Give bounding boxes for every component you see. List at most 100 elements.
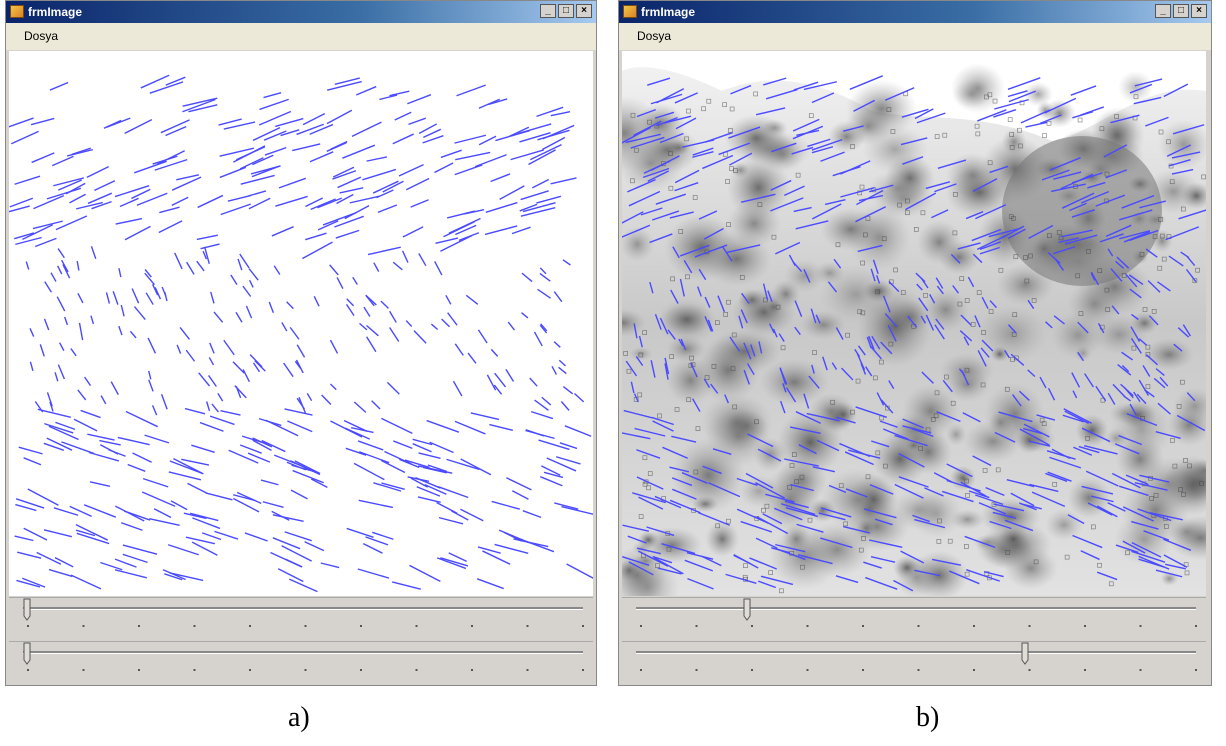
flow-vector [708,482,741,498]
flow-vector [189,512,219,522]
flow-vector [820,507,852,518]
feature-point [987,92,993,98]
flow-vector [1010,353,1025,366]
flow-vector [83,376,92,386]
flow-vector [697,286,702,297]
feature-point [1179,379,1185,385]
slider[interactable] [622,641,1206,685]
flow-vector [893,579,914,592]
flow-vector [176,174,200,181]
flow-vector [855,206,886,223]
flow-vector [698,210,718,220]
flow-vector [305,232,327,241]
flow-vector [362,542,383,554]
slider-tick [138,669,140,671]
flow-vector [208,357,215,366]
close[interactable]: × [1191,4,1207,18]
feature-point [630,112,636,118]
minimize[interactable]: _ [540,4,556,18]
flow-vector [655,193,687,205]
feature-point [1097,562,1102,568]
flow-vector [1095,385,1107,402]
flow-vector [1058,237,1079,244]
slider-tick [1028,625,1031,627]
flow-vector [632,492,666,504]
menu-item[interactable]: Dosya [637,29,672,43]
flow-vector [78,322,84,341]
rock [629,346,653,361]
feature-point [669,354,674,359]
slider[interactable] [622,597,1206,641]
maximize[interactable]: □ [1173,4,1189,18]
slider[interactable] [9,597,593,641]
flow-vector [140,74,170,89]
feature-point [732,404,738,410]
feature-point [1166,139,1171,145]
flow-vector [976,234,1007,250]
flow-vector [1004,350,1011,359]
flow-vector [1117,364,1132,376]
flow-vector [797,554,833,565]
flow-vector [510,149,544,161]
slider-tick [526,625,529,627]
flow-vector [1118,485,1149,497]
flow-vector [796,129,820,136]
rock [1075,414,1109,448]
menu-item[interactable]: Dosya [24,29,59,43]
feature-point [1009,132,1014,137]
flow-vector [1045,472,1068,482]
flow-vector [537,288,551,299]
flow-vector [220,410,241,416]
feature-point [1151,309,1157,314]
flow-vector [902,156,924,165]
flow-vector [252,154,274,166]
flow-vector [775,543,806,553]
flow-vector [404,459,430,469]
flow-vector [743,369,751,385]
flow-vector [125,410,158,428]
flow-vector [931,209,949,219]
flow-vector [670,289,679,304]
flow-vector [1103,144,1128,158]
feature-point [835,242,841,248]
flow-vector [43,442,64,451]
flow-vector [871,335,881,350]
flow-vector [185,536,216,545]
flow-vector [561,505,593,515]
feature-point [1011,215,1016,221]
flow-vector [683,260,693,274]
flow-vector [484,225,518,236]
flow-vector [313,296,320,307]
flow-vector [756,516,789,535]
flow-vector [240,174,275,185]
flow-vector [452,380,463,397]
flow-vector [141,491,176,507]
feature-point [982,468,988,473]
flow-vector [422,135,444,144]
flow-vector [1007,90,1028,98]
flow-vector [405,320,413,327]
flow-vector [173,458,204,475]
flow-vector [979,246,1000,255]
feature-point [723,312,728,317]
rock [1002,136,1162,286]
flow-vector [729,336,741,352]
flow-vector [358,499,394,509]
flow-vector [902,418,924,429]
flow-vector [1171,168,1194,175]
maximize[interactable]: □ [558,4,574,18]
flow-vector [882,295,891,313]
flow-vector [733,554,759,569]
flow-vector [880,399,894,414]
flow-vector [50,272,57,282]
minimize[interactable]: _ [1155,4,1171,18]
close[interactable]: × [576,4,592,18]
flow-vector [1072,534,1103,549]
rock [857,285,933,368]
flow-vector [770,197,804,212]
slider[interactable] [9,641,593,685]
flow-vector [981,296,989,309]
flow-vector [182,97,218,107]
flow-vector [743,342,752,360]
